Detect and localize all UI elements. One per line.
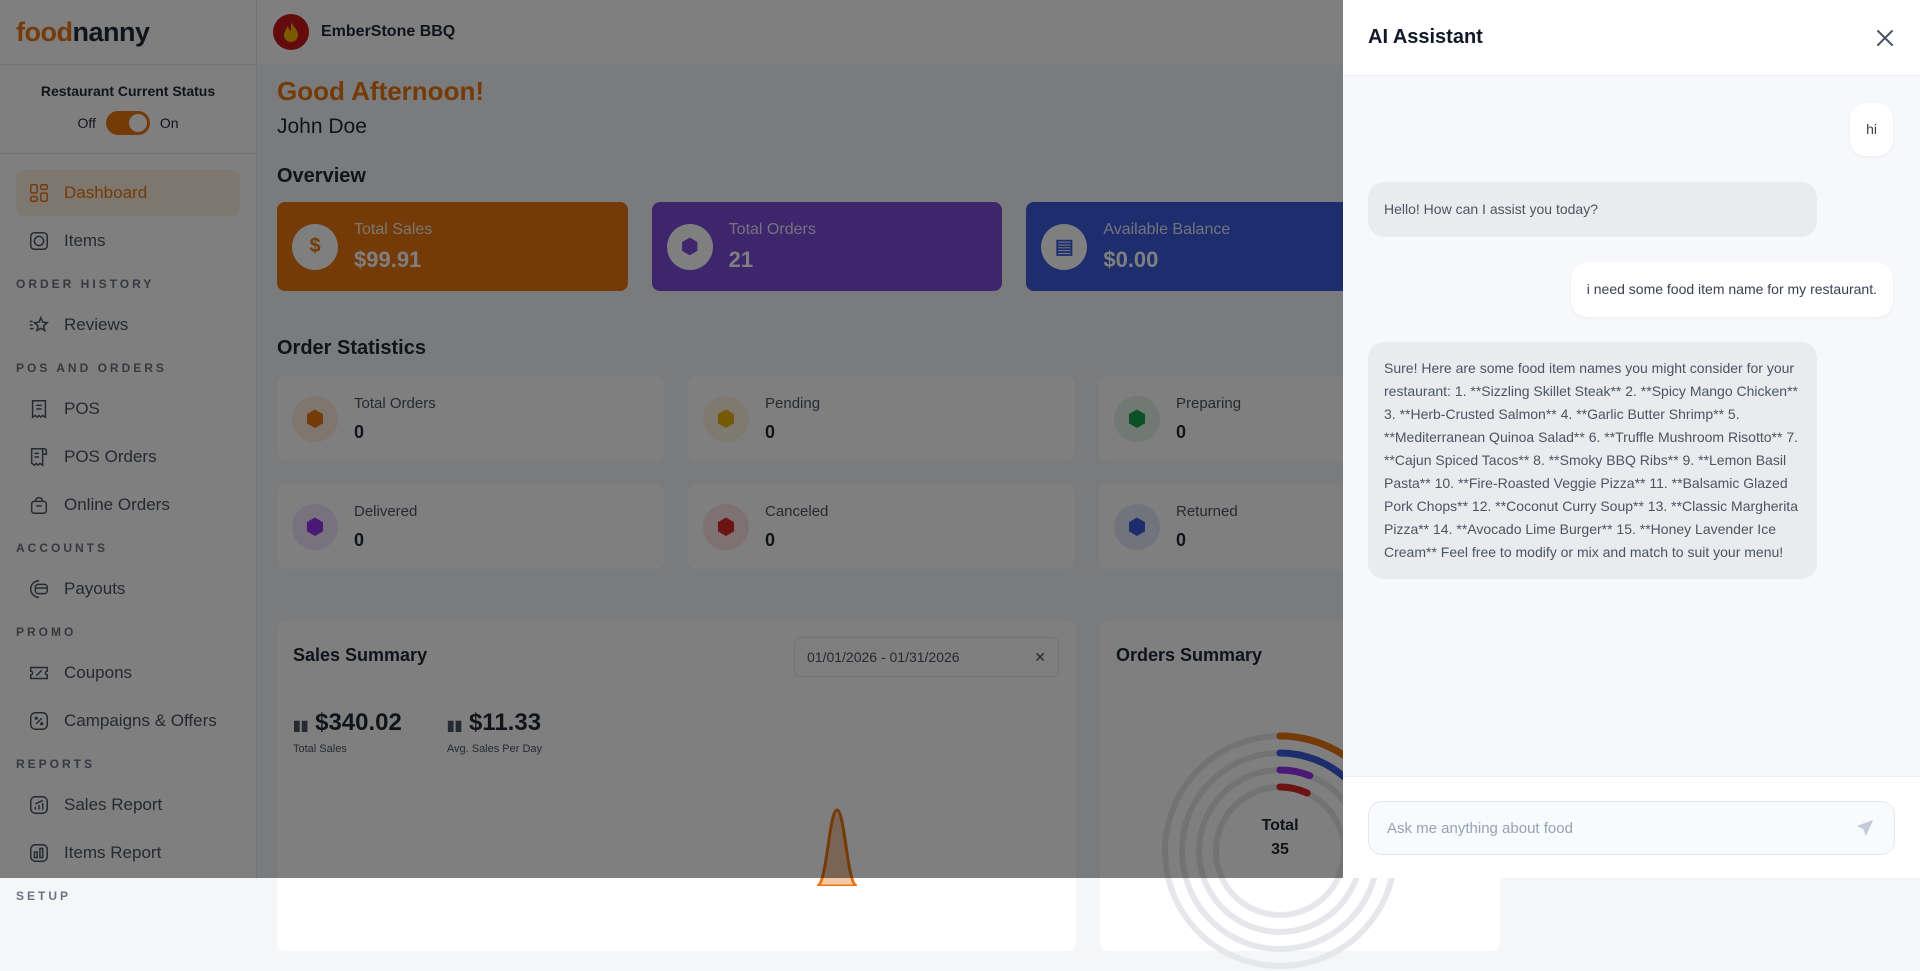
- chat-input[interactable]: [1387, 819, 1827, 837]
- bot-message: Hello! How can I assist you today?: [1368, 182, 1817, 237]
- user-message: hi: [1850, 103, 1893, 156]
- assistant-title: AI Assistant: [1368, 26, 1483, 48]
- modal-backdrop[interactable]: [0, 0, 1343, 878]
- close-icon[interactable]: [1875, 28, 1895, 48]
- chat-footer: [1343, 776, 1920, 878]
- nav-section-label: SETUP: [16, 889, 72, 903]
- user-message: i need some food item name for my restau…: [1570, 262, 1893, 317]
- ai-assistant-panel: AI Assistant hi Hello! How can I assist …: [1343, 0, 1920, 878]
- bot-message: Sure! Here are some food item names you …: [1368, 342, 1817, 579]
- chat-input-box: [1368, 801, 1895, 855]
- send-icon[interactable]: [1854, 817, 1876, 839]
